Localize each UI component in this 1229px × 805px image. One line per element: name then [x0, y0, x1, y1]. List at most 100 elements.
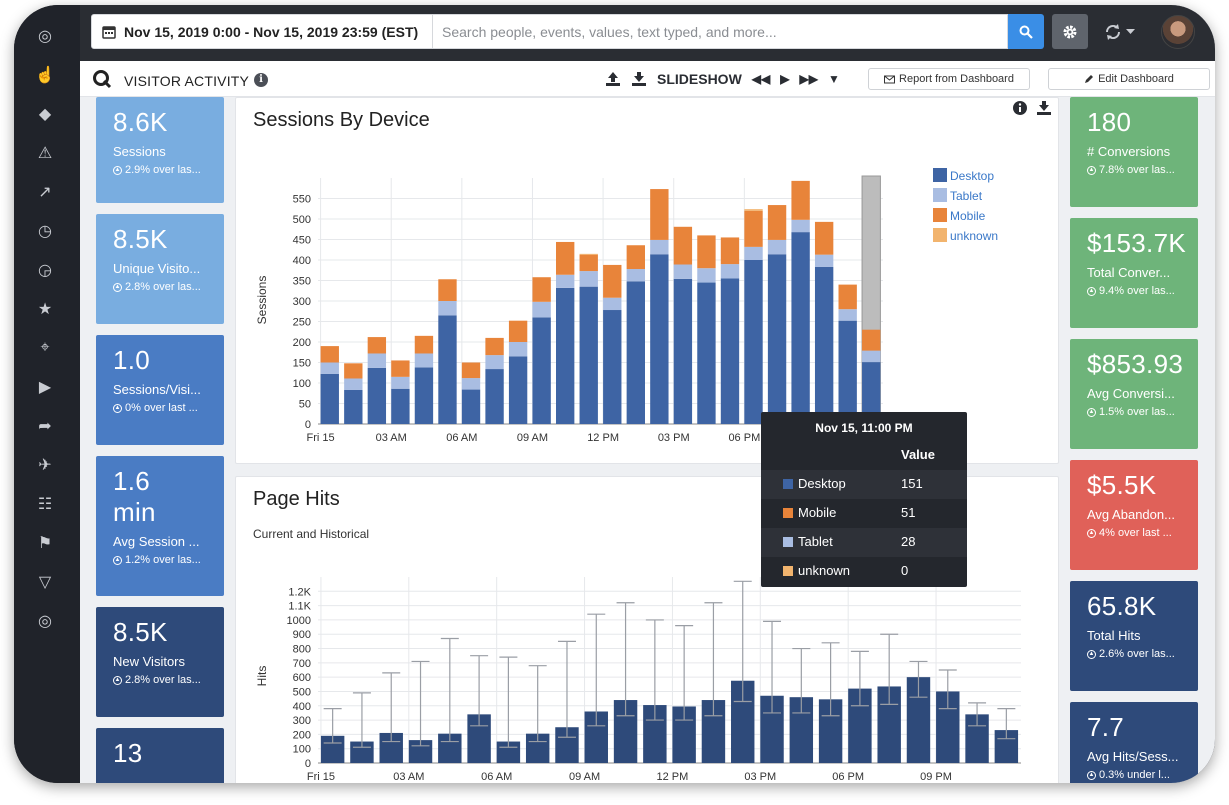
arrow-circle-icon: ▲: [1087, 165, 1096, 175]
tooltip-series-value: 51: [901, 505, 916, 520]
search-button[interactable]: [1008, 14, 1044, 49]
chart-tooltip: Nov 15, 11:00 PM Value Desktop 151 Mobile 5…: [761, 412, 967, 587]
play-icon[interactable]: ▶: [38, 379, 52, 396]
clock-icon[interactable]: ◷: [38, 223, 52, 240]
filter-icon[interactable]: ▽: [38, 574, 52, 591]
kpi-label: Total Conver...: [1087, 265, 1171, 280]
bar-segment-tablet: [791, 219, 810, 233]
bar-segment-tablet: [391, 376, 410, 389]
caret-down-icon[interactable]: ▼: [827, 72, 840, 86]
legend-swatch: [933, 228, 947, 242]
bar-segment-mobile: [485, 337, 504, 356]
bar-segment-mobile: [603, 264, 622, 298]
kpi-tile[interactable]: 65.8K Total Hits ▲ 2.6% over las...: [1070, 581, 1198, 691]
y-tick-label: 1000: [287, 615, 311, 627]
share-icon[interactable]: ➦: [38, 418, 52, 435]
download-icon[interactable]: [631, 71, 647, 87]
tooltip-swatch: [783, 508, 793, 518]
date-range-picker[interactable]: Nov 15, 2019 0:00 - Nov 15, 2019 23:59 (…: [91, 14, 433, 49]
kpi-label: Avg Session ...: [113, 534, 200, 549]
bar-segment-mobile: [438, 279, 457, 301]
kpi-tile[interactable]: $153.7K Total Conver... ▲ 9.4% over las...: [1070, 218, 1198, 328]
kpi-tile[interactable]: 8.6K Sessions ▲ 2.9% over las...: [96, 97, 224, 203]
info-icon[interactable]: [1012, 100, 1028, 116]
kpi-value: 1.6: [113, 466, 151, 496]
bar-segment-desktop: [814, 266, 834, 424]
kpi-tile[interactable]: 8.5K Unique Visito... ▲ 2.8% over las...: [96, 214, 224, 324]
kpi-value-unit: min: [113, 497, 156, 527]
legend-label: Mobile: [950, 209, 986, 223]
x-tick-label: 12 PM: [587, 432, 619, 444]
kpi-change: ▲ 1.2% over las...: [113, 554, 201, 566]
pencil-icon: [1085, 75, 1094, 83]
kpi-value: 8.5K: [113, 224, 168, 254]
flag-icon[interactable]: ⚑: [37, 535, 53, 552]
top-bar: Nov 15, 2019 0:00 - Nov 15, 2019 23:59 (…: [80, 5, 1215, 61]
target-icon[interactable]: ◎: [38, 28, 52, 45]
x-tick-label: 09 PM: [920, 771, 952, 783]
report-from-dashboard-button[interactable]: Report from Dashboard: [868, 68, 1030, 90]
kpi-label: Total Hits: [1087, 628, 1141, 643]
history-icon[interactable]: ◶: [38, 262, 52, 279]
kpi-tile[interactable]: 13: [96, 728, 224, 783]
kpi-value: 7.7: [1087, 712, 1125, 742]
refresh-dropdown[interactable]: [1104, 19, 1144, 45]
kpi-tile[interactable]: 1.6 min Avg Session ... ▲ 1.2% over las...: [96, 456, 224, 596]
play-icon[interactable]: ▶: [780, 72, 790, 86]
bar-segment-tablet: [414, 353, 434, 368]
panel-title: Page Hits: [253, 488, 340, 510]
x-tick-label: 03 AM: [393, 771, 424, 783]
fast-forward-icon[interactable]: ▶▶: [799, 72, 818, 86]
download-icon[interactable]: [1036, 100, 1052, 116]
bar-segment-mobile: [414, 335, 434, 354]
rewind-icon[interactable]: ◀◀: [751, 72, 771, 86]
tooltip-series-name: Mobile: [798, 505, 837, 520]
kpi-tile[interactable]: 180 # Conversions ▲ 7.8% over las...: [1070, 97, 1198, 207]
bar-segment-mobile: [556, 241, 575, 275]
hand-pointer-icon[interactable]: ☝: [35, 67, 55, 84]
y-tick-label: 150: [293, 358, 311, 370]
kpi-tile[interactable]: 7.7 Avg Hits/Sess... ▲ 0.3% under l...: [1070, 702, 1198, 783]
line-chart-icon[interactable]: ↗: [38, 184, 52, 201]
document-icon[interactable]: ☷: [37, 496, 53, 513]
kpi-tile[interactable]: 8.5K New Visitors ▲ 2.8% over las...: [96, 607, 224, 717]
search-logo-icon[interactable]: ◎: [38, 613, 52, 630]
bar-segment-desktop: [461, 389, 481, 424]
bar-segment-mobile: [767, 205, 787, 240]
y-tick-label: 0: [305, 419, 311, 431]
star-icon[interactable]: ★: [37, 301, 53, 318]
panel-title: Sessions By Device: [253, 109, 430, 131]
kpi-tile[interactable]: $853.93 Avg Conversi... ▲ 1.5% over las...: [1070, 339, 1198, 449]
kpi-tile[interactable]: 1.0 Sessions/Visi... ▲ 0% over last ...: [96, 335, 224, 445]
legend-swatch: [933, 188, 947, 202]
settings-button[interactable]: [1052, 14, 1088, 49]
app-screen: Nov 15, 2019 0:00 - Nov 15, 2019 23:59 (…: [80, 5, 1215, 783]
arrow-circle-icon: ▲: [1087, 528, 1096, 538]
bar-segment-mobile: [650, 189, 669, 240]
bar-segment-desktop: [791, 232, 810, 424]
hits-bar: [584, 711, 608, 763]
bar-segment-tablet: [579, 271, 598, 287]
bar-segment-desktop: [697, 282, 716, 424]
bar-segment-mobile: [320, 346, 339, 363]
compass-icon[interactable]: ⌖: [40, 339, 50, 356]
avatar[interactable]: [1161, 15, 1195, 49]
y-tick-label: 800: [293, 644, 311, 656]
dashboard-header: VISITOR ACTIVITY i SLIDESHOW ◀◀ ▶ ▶▶ ▼ R…: [80, 61, 1215, 97]
bar-segment-desktop: [391, 388, 410, 424]
upload-icon[interactable]: [605, 71, 621, 87]
info-icon[interactable]: i: [254, 73, 268, 87]
rocket-icon[interactable]: ✈: [38, 457, 52, 474]
tags-icon[interactable]: ◆: [38, 106, 52, 123]
bar-segment-desktop: [438, 315, 457, 424]
hits-bar: [848, 688, 872, 763]
arrow-circle-icon: ▲: [113, 555, 122, 565]
edit-dashboard-button[interactable]: Edit Dashboard: [1048, 68, 1210, 90]
search-input[interactable]: [433, 14, 1008, 49]
kpi-tile[interactable]: $5.5K Avg Abandon... ▲ 4% over last ...: [1070, 460, 1198, 570]
kpi-value: 13: [113, 738, 143, 768]
kpi-change: ▲ 0.3% under l...: [1087, 769, 1170, 781]
bar-segment-tablet: [532, 301, 551, 318]
tooltip-series-name: unknown: [798, 563, 851, 578]
warning-icon[interactable]: ⚠: [37, 145, 53, 162]
